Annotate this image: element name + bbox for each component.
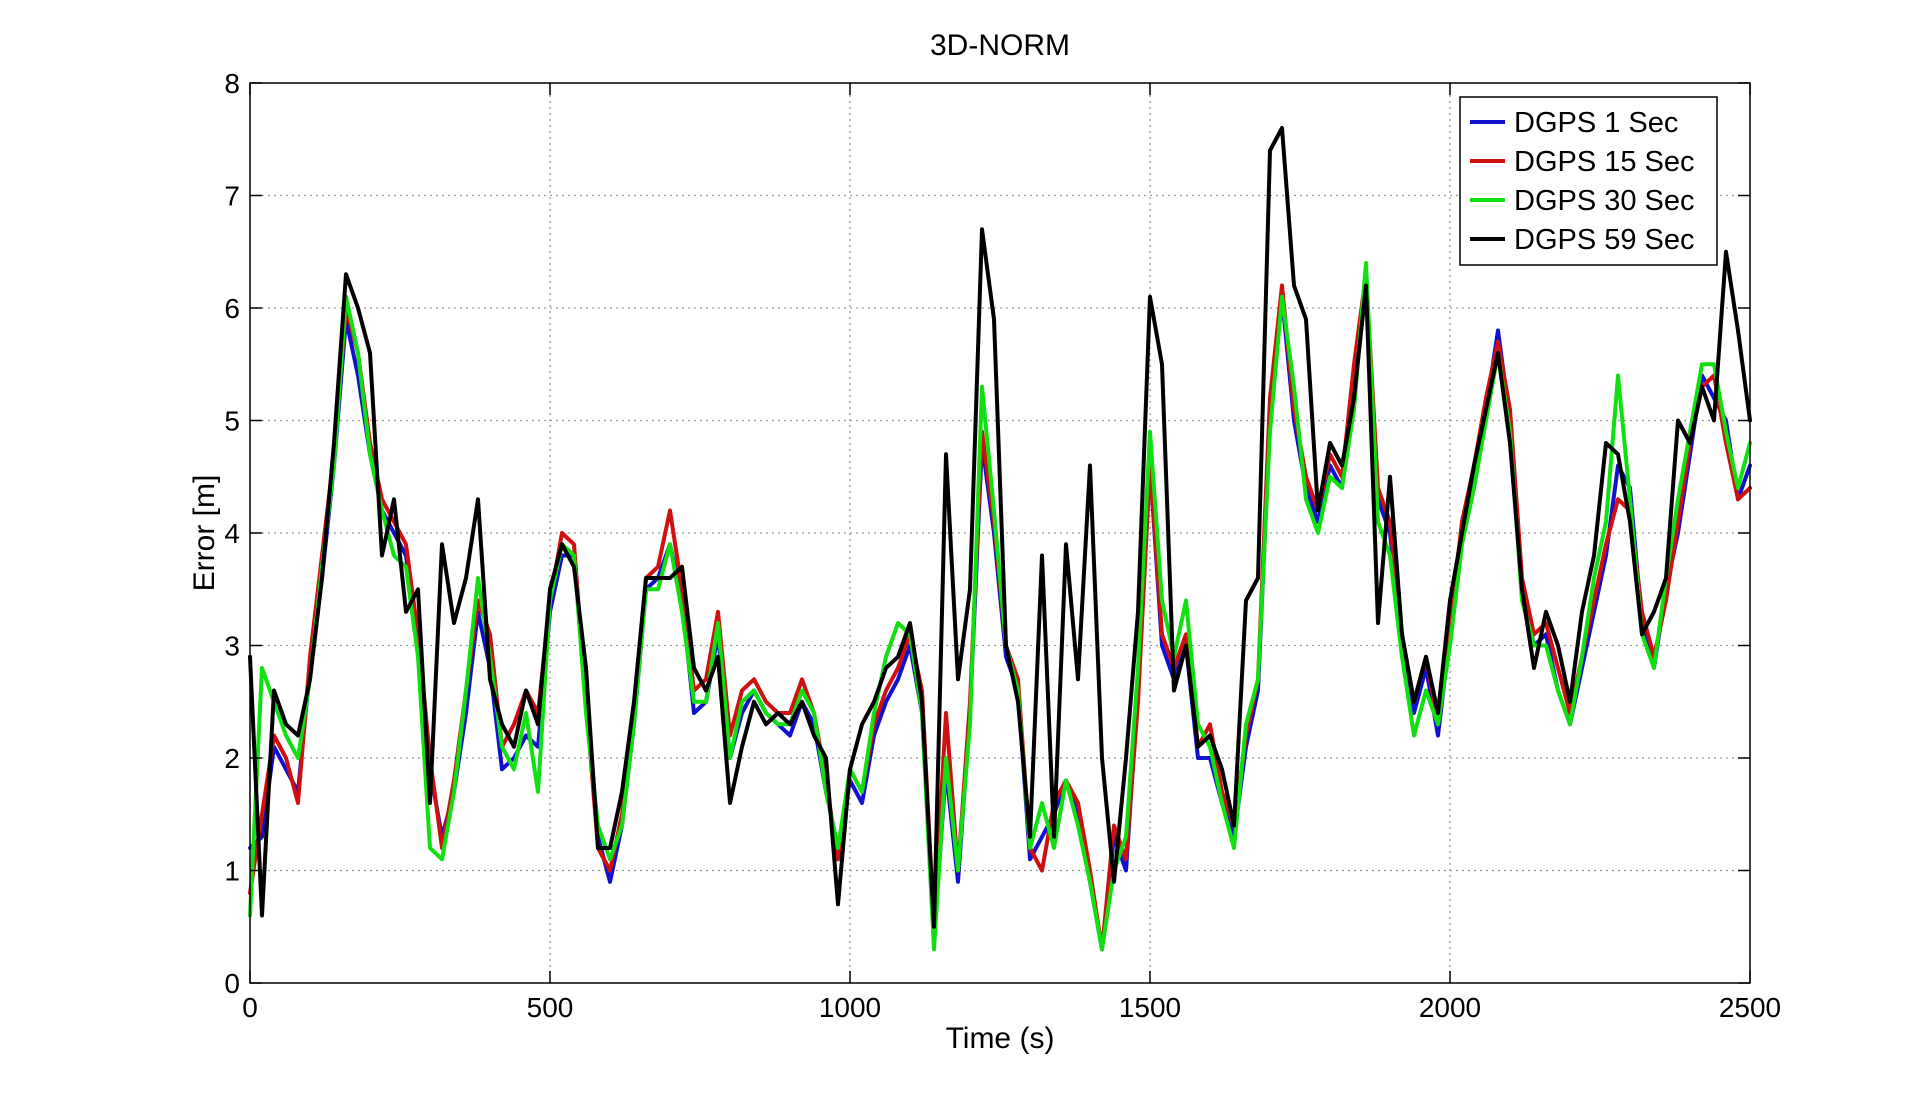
legend: DGPS 1 Sec DGPS 15 Sec DGPS 30 Sec DGPS 59 … <box>1459 96 1718 266</box>
x-tick-label: 500 <box>527 992 574 1023</box>
y-tick-label: 2 <box>224 743 240 774</box>
legend-entry: DGPS 30 Sec <box>1514 185 1695 217</box>
axis-ticks: 0 500 1000 1500 2000 2500 0 1 2 3 4 5 6 7 8 <box>224 68 1781 1023</box>
chart-title: 3D-NORM <box>930 29 1070 62</box>
x-tick-label: 1000 <box>819 992 881 1023</box>
legend-entry: DGPS 59 Sec <box>1514 224 1695 256</box>
x-tick-label: 0 <box>242 992 258 1023</box>
y-tick-label: 3 <box>224 631 240 662</box>
y-tick-label: 7 <box>224 181 240 212</box>
y-tick-label: 1 <box>224 856 240 887</box>
x-axis-label: Time (s) <box>946 1022 1055 1055</box>
series-line-dgps-59-sec <box>248 126 1752 929</box>
x-tick-label: 2000 <box>1419 992 1481 1023</box>
y-axis-label: Error [m] <box>188 475 221 592</box>
x-tick-label: 1500 <box>1119 992 1181 1023</box>
legend-entry: DGPS 1 Sec <box>1514 107 1678 139</box>
y-tick-label: 4 <box>224 518 240 549</box>
x-tick-label: 2500 <box>1719 992 1781 1023</box>
series-lines <box>248 126 1752 952</box>
y-tick-label: 6 <box>224 293 240 324</box>
y-tick-label: 5 <box>224 406 240 437</box>
legend-entry: DGPS 15 Sec <box>1514 146 1695 178</box>
y-tick-label: 0 <box>224 968 240 999</box>
y-tick-label: 8 <box>224 68 240 99</box>
